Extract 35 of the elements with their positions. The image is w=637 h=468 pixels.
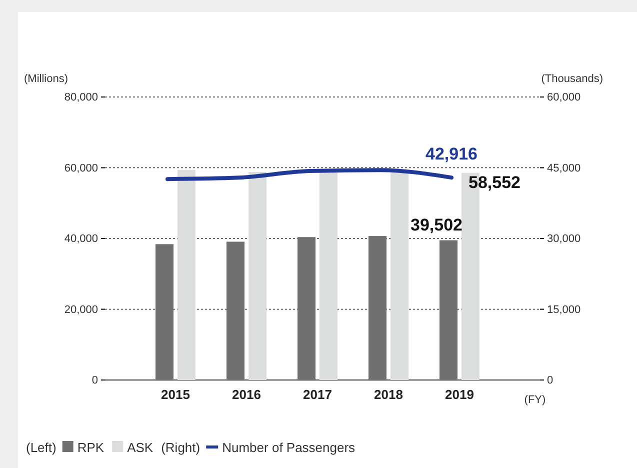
y-tick-label: 20,000 xyxy=(64,304,98,316)
y2-tick-label: 15,000 xyxy=(547,304,581,316)
legend-label: ASK xyxy=(127,440,154,455)
y2-tick-label: 30,000 xyxy=(547,233,581,246)
text: (Right) xyxy=(161,440,200,455)
bar xyxy=(390,172,408,380)
y2-axis-title: (Thousands) xyxy=(541,73,603,85)
line-series xyxy=(166,168,454,182)
bar xyxy=(440,240,458,380)
data-label: 39,502 xyxy=(410,215,462,234)
y-axis-title: (Millions) xyxy=(24,73,68,85)
y2-tick-label: 60,000 xyxy=(547,92,581,104)
y-tick-label: 40,000 xyxy=(64,233,98,246)
x-axis-title: (FY) xyxy=(524,394,546,406)
y-tick-label: 80,000 xyxy=(64,92,98,104)
bar xyxy=(178,170,196,380)
data-label: 42,916 xyxy=(426,144,478,164)
x-tick-label: 2019 xyxy=(445,387,474,402)
bar xyxy=(226,242,244,380)
x-tick-label: 2016 xyxy=(232,387,261,402)
data-label: 58,552 xyxy=(468,172,520,192)
bar xyxy=(298,237,316,380)
x-tick-label: 2017 xyxy=(303,387,332,402)
y-tick-label: 60,000 xyxy=(64,162,98,174)
legend-label: Number of Passengers xyxy=(222,440,356,455)
bar xyxy=(248,172,266,380)
text: (Left) xyxy=(26,440,56,455)
legend-label: RPK xyxy=(77,440,104,455)
bar xyxy=(156,244,174,380)
y2-tick-label: 0 xyxy=(547,374,554,387)
bar xyxy=(368,236,386,380)
x-tick-label: 2015 xyxy=(161,387,190,402)
y-tick-label: 0 xyxy=(92,374,98,387)
y2-tick-label: 45,000 xyxy=(547,162,581,174)
x-tick-label: 2018 xyxy=(374,387,403,402)
